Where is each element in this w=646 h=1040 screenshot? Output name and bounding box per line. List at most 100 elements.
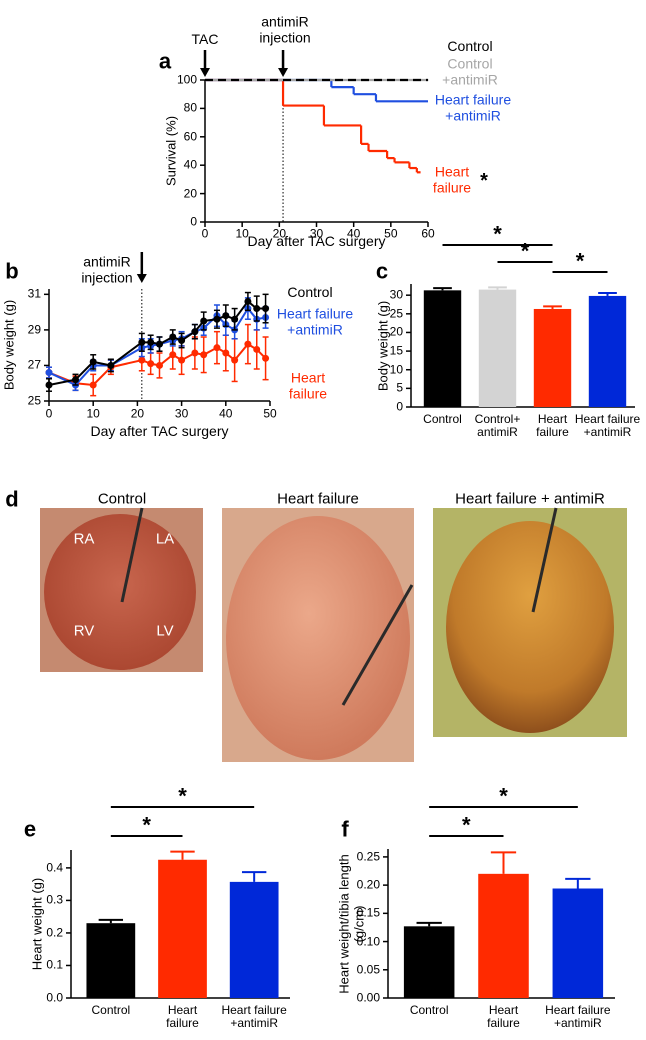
x-tick-label: 30 bbox=[309, 226, 324, 241]
significance-mark: * bbox=[462, 812, 471, 838]
y-tick-label: 0.05 bbox=[356, 962, 380, 977]
photo-heart-failure bbox=[222, 508, 414, 762]
y-tick-label: 0.2 bbox=[46, 925, 63, 940]
x-axis-label: Day after TAC surgery bbox=[247, 233, 386, 250]
y-tick-label: 25 bbox=[27, 393, 41, 408]
point bbox=[45, 369, 53, 377]
x-tick-label: Control bbox=[409, 1003, 449, 1017]
point bbox=[89, 358, 97, 366]
y-axis-label: Heart weight/tibia length (g/cm) bbox=[336, 853, 366, 994]
legend-label: Control +antimiR bbox=[442, 55, 498, 87]
y-tick-label: 40 bbox=[183, 157, 197, 172]
point bbox=[253, 305, 261, 313]
panel-letter: d bbox=[5, 486, 19, 512]
arrow-head bbox=[200, 68, 210, 77]
panel-letter: e bbox=[23, 816, 37, 842]
legend-label: Heart failure +antimiR bbox=[434, 91, 512, 123]
significance-mark: * bbox=[575, 248, 585, 274]
y-tick-label: 20 bbox=[389, 324, 403, 339]
significance-mark: * bbox=[520, 238, 530, 264]
point bbox=[45, 381, 53, 389]
y-tick-label: 100 bbox=[176, 72, 197, 87]
photo-label: RA bbox=[73, 530, 95, 548]
x-tick-label: 0 bbox=[45, 406, 53, 421]
y-axis-label: Survival (%) bbox=[163, 115, 179, 187]
legend-label: Heart failure bbox=[432, 163, 472, 195]
panel-letter: f bbox=[341, 816, 349, 842]
x-tick-label: 40 bbox=[219, 406, 233, 421]
x-tick-label: 60 bbox=[421, 226, 435, 241]
x-tick-label: 50 bbox=[263, 406, 277, 421]
photo-title: Heart failure + antimiR bbox=[455, 490, 605, 508]
y-tick-label: 0.10 bbox=[356, 933, 380, 948]
x-tick-label: Heart failure +antimiR bbox=[545, 1003, 611, 1031]
bar bbox=[229, 881, 279, 998]
y-tick-label: 0.20 bbox=[356, 877, 380, 892]
y-tick-label: 27 bbox=[27, 357, 41, 372]
y-axis-label: Heart weight (g) bbox=[29, 877, 45, 971]
point bbox=[213, 315, 221, 323]
x-tick-label: Heart failure bbox=[487, 1003, 520, 1031]
panel-letter: a bbox=[158, 48, 172, 74]
point bbox=[178, 337, 186, 345]
y-axis-label: Body weight (g) bbox=[1, 299, 17, 391]
x-tick-label: Control+ antimiR bbox=[474, 412, 521, 440]
panel-letter: b bbox=[5, 258, 19, 284]
point bbox=[244, 340, 252, 348]
y-tick-label: 0.4 bbox=[46, 860, 63, 875]
x-tick-label: 20 bbox=[272, 226, 287, 241]
y-tick-label: 30 bbox=[389, 287, 403, 302]
arrow-head bbox=[278, 68, 289, 77]
x-tick-label: Heart failure bbox=[166, 1003, 199, 1031]
point bbox=[107, 361, 115, 369]
y-tick-label: 0.0 bbox=[46, 990, 63, 1005]
x-tick-label: 10 bbox=[86, 406, 100, 421]
point bbox=[222, 312, 230, 320]
point bbox=[253, 345, 261, 353]
y-tick-label: 10 bbox=[389, 362, 403, 376]
y-tick-label: 5 bbox=[396, 380, 403, 395]
point bbox=[138, 356, 146, 364]
x-tick-label: Control bbox=[423, 412, 462, 426]
x-tick-label: 50 bbox=[384, 226, 398, 241]
point bbox=[191, 328, 199, 336]
photo-title: Heart failure bbox=[277, 490, 359, 508]
point bbox=[147, 338, 155, 346]
photo-heart-failure-antimir bbox=[433, 507, 627, 737]
point bbox=[156, 361, 163, 369]
y-tick-label: 0 bbox=[190, 214, 197, 229]
significance-mark: * bbox=[480, 169, 488, 192]
y-tick-label: 29 bbox=[27, 322, 41, 337]
x-tick-label: Control bbox=[91, 1003, 131, 1017]
bar bbox=[86, 923, 136, 998]
y-tick-label: 0 bbox=[396, 399, 403, 414]
bar bbox=[158, 859, 207, 998]
x-tick-label: 10 bbox=[235, 226, 249, 241]
legend-label: Heart failure +antimiR bbox=[276, 305, 354, 337]
bar bbox=[552, 888, 604, 998]
bar bbox=[588, 295, 627, 407]
photo-title: Control bbox=[97, 490, 147, 508]
y-tick-label: 0.1 bbox=[46, 957, 63, 972]
photo-control bbox=[40, 507, 203, 672]
significance-mark: * bbox=[142, 812, 151, 838]
x-tick-label: 30 bbox=[174, 406, 189, 421]
legend-label: Control bbox=[287, 284, 333, 301]
point bbox=[169, 333, 177, 341]
bar bbox=[533, 308, 572, 407]
y-tick-label: 0.15 bbox=[356, 905, 380, 920]
bar bbox=[478, 873, 529, 998]
y-tick-label: 60 bbox=[183, 129, 197, 144]
point bbox=[244, 297, 252, 305]
photo-label: 2 mm bbox=[141, 673, 179, 691]
x-axis-label: Day after TAC surgery bbox=[90, 423, 229, 440]
x-tick-label: Heart failure +antimiR bbox=[574, 412, 641, 440]
significance-mark: * bbox=[493, 221, 502, 247]
point bbox=[231, 315, 239, 323]
annotation: TAC bbox=[191, 31, 219, 48]
x-tick-label: Heart failure bbox=[536, 412, 569, 440]
point bbox=[231, 356, 239, 364]
panel-letter: c bbox=[375, 258, 389, 284]
point bbox=[262, 354, 270, 362]
